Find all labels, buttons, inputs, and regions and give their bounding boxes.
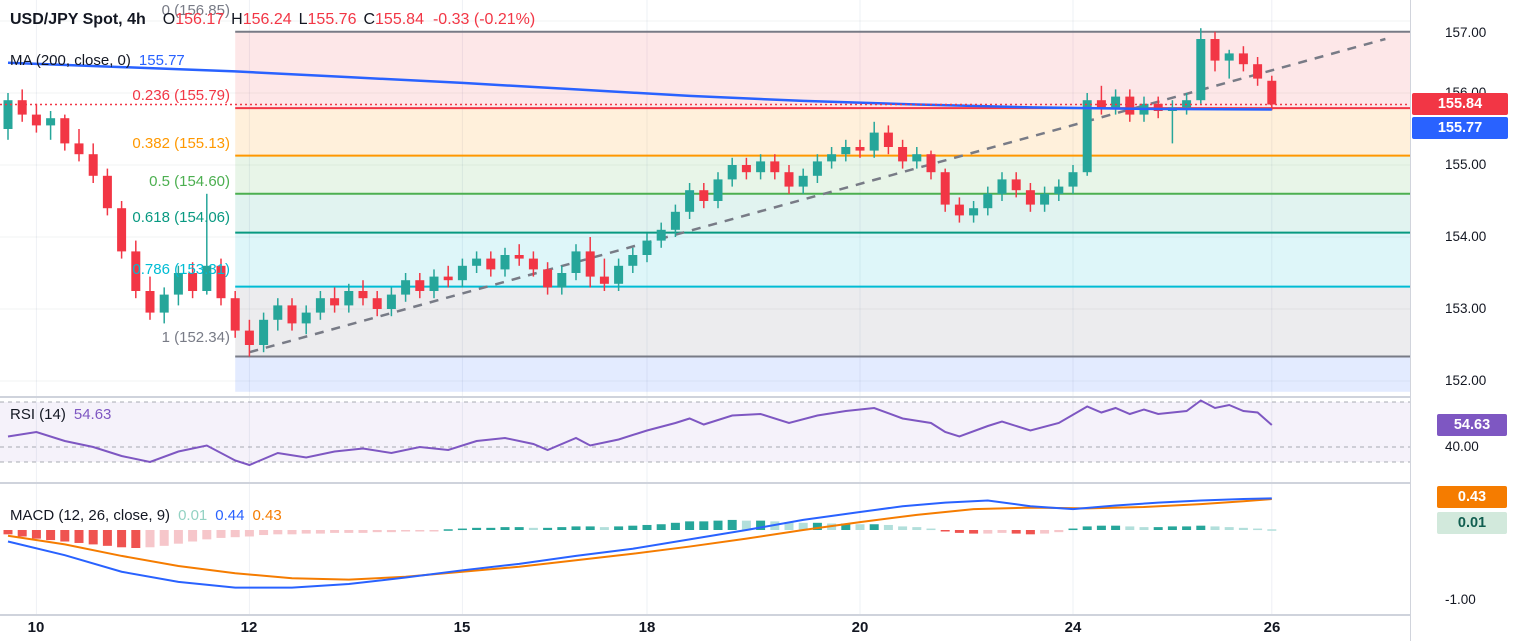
fib-label-1[interactable]: 1 (152.34) (161, 329, 230, 346)
separator-main-rsi[interactable] (0, 396, 1536, 398)
date-tick-18: 18 (638, 619, 656, 636)
ma-value: 155.77 (138, 52, 185, 69)
price-axis[interactable]: 157.00 156.00 155.84 155.77 155.00 154.0… (1410, 0, 1536, 641)
rsi-value: 54.63 (73, 406, 112, 423)
price-tick-154: 154.00 (1445, 229, 1487, 244)
open-label: O (162, 11, 176, 28)
date-tick-10: 10 (27, 619, 45, 636)
date-tick-12: 12 (240, 619, 258, 636)
separator-macd-time (0, 614, 1536, 616)
rsi-value-badge: 54.63 (1437, 414, 1507, 436)
fib-label-05[interactable]: 0.5 (154.60) (149, 173, 230, 190)
close-label: C (363, 11, 376, 28)
low-label: L (298, 11, 308, 28)
ma-label: MA (200, close, 0) (10, 52, 131, 69)
macd-hist-value: 0.01 (178, 507, 208, 524)
low-value: 155.76 (307, 11, 357, 28)
macd-legend[interactable]: MACD (12, 26, close, 9) 0.01 0.44 0.43 (10, 507, 282, 524)
macd-signal-value: 0.43 (252, 507, 282, 524)
date-tick-20: 20 (851, 619, 869, 636)
date-tick-15: 15 (453, 619, 471, 636)
time-axis[interactable]: 10 12 15 18 20 24 26 (0, 615, 1410, 641)
rsi-legend[interactable]: RSI (14) 54.63 (10, 406, 111, 423)
symbol-title: USD/JPY Spot, 4h (10, 11, 146, 28)
price-tick-152: 152.00 (1445, 373, 1487, 388)
rsi-label: RSI (14) (10, 406, 66, 423)
separator-rsi-macd[interactable] (0, 482, 1536, 484)
change-value: -0.33 (-0.21%) (432, 11, 536, 28)
price-tick-153: 153.00 (1445, 301, 1487, 316)
rsi-level-label: 40.00 (1445, 439, 1479, 454)
high-value: 156.24 (242, 11, 292, 28)
fib-label-0236[interactable]: 0.236 (155.79) (132, 87, 230, 104)
ma-legend[interactable]: MA (200, close, 0) 155.77 (10, 52, 185, 69)
separator-price-axis (1410, 0, 1411, 641)
price-tick-155: 155.00 (1445, 157, 1487, 172)
fib-label-0[interactable]: 0 (156.85) (161, 2, 230, 19)
date-tick-24: 24 (1064, 619, 1082, 636)
macd-line-value: 0.44 (215, 507, 245, 524)
macd-signal-badge: 0.43 (1437, 486, 1507, 508)
symbol-legend[interactable]: USD/JPY Spot, 4h O156.17 H156.24 L155.76 C15… (10, 11, 535, 29)
price-tick-157: 157.00 (1445, 25, 1487, 40)
close-value: 155.84 (375, 11, 424, 28)
fib-label-0382[interactable]: 0.382 (155.13) (132, 135, 230, 152)
date-tick-26: 26 (1263, 619, 1281, 636)
ma-price-badge: 155.77 (1412, 117, 1508, 139)
fib-label-0786[interactable]: 0.786 (153.31) (132, 261, 230, 278)
macd-level-label: -1.00 (1445, 592, 1476, 607)
macd-label: MACD (12, 26, close, 9) (10, 507, 171, 524)
macd-hist-badge: 0.01 (1437, 512, 1507, 534)
fib-label-0618[interactable]: 0.618 (154.06) (132, 209, 230, 226)
high-label: H (231, 11, 243, 28)
open-value: 156.17 (175, 11, 225, 28)
last-price-badge: 155.84 (1412, 93, 1508, 115)
